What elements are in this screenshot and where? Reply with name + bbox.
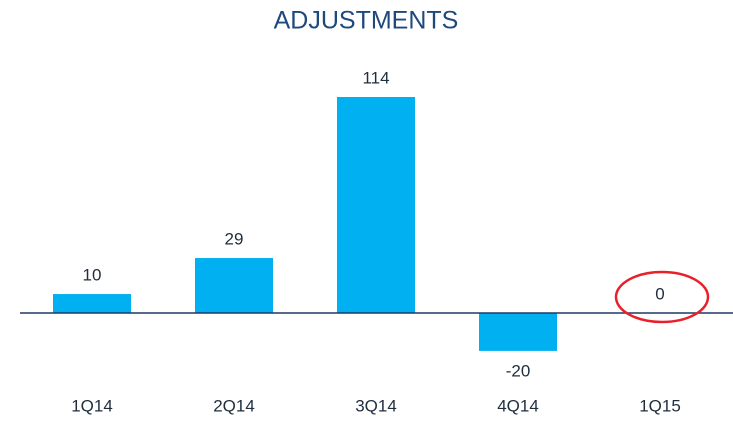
bar (337, 97, 415, 313)
highlight-circle (614, 270, 710, 324)
x-tick-label: 4Q14 (497, 396, 539, 415)
value-label: 0 (655, 284, 664, 303)
x-tick-label: 2Q14 (213, 396, 255, 415)
chart-title: ADJUSTMENTS (274, 7, 459, 35)
bar (479, 313, 557, 351)
bar (195, 258, 273, 313)
value-label: -20 (506, 361, 531, 380)
bar (53, 294, 131, 313)
value-label: 114 (362, 68, 389, 87)
value-label: 10 (83, 266, 102, 285)
x-tick-label: 1Q14 (71, 396, 113, 415)
x-tick-label: 1Q15 (639, 396, 681, 415)
x-tick-label: 3Q14 (355, 396, 397, 415)
value-label: 29 (225, 230, 244, 249)
